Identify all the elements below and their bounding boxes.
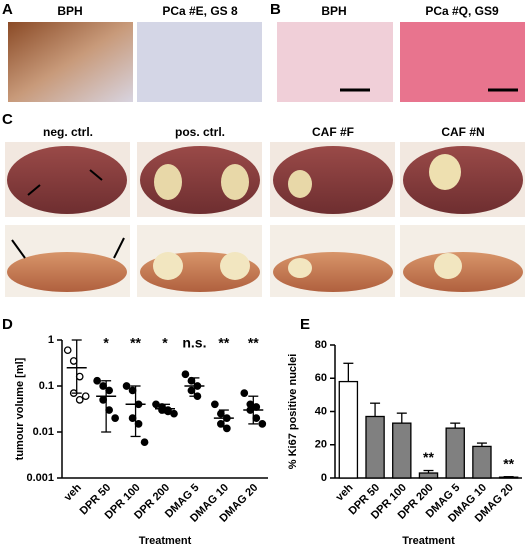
panel-label: D [2,316,13,333]
x-axis-label: Treatment [139,535,192,547]
data-point [240,389,249,397]
significance: ** [130,335,141,351]
image-title: CAF #N [441,125,484,139]
bar [392,422,412,479]
data-point [111,414,119,423]
y-tick-label: 0.001 [26,472,54,484]
data-point [252,403,261,411]
bar [498,476,519,479]
data-point [128,386,137,395]
y-tick-label: 60 [315,372,327,384]
panel-label: A [2,1,13,18]
data-point [181,370,190,379]
data-point [152,400,160,409]
bar [445,427,465,479]
image-title: PCa #E, GS 8 [162,4,238,18]
micrograph [277,22,393,102]
panel-label: B [270,1,281,18]
y-tick-label: 20 [315,439,327,451]
data-point [211,400,219,409]
data-point [69,357,78,365]
y-tick-label: 1 [48,334,54,346]
y-axis-label: tumour volume [ml] [14,357,26,460]
y-tick-label: 0.01 [33,426,54,438]
x-axis-label: Treatment [402,535,455,547]
bar [338,380,359,479]
data-point [187,386,196,395]
data-point [258,420,267,428]
significance: n.s. [182,335,206,351]
significance: ** [503,455,514,471]
data-point [134,420,143,428]
y-tick-label: 80 [315,339,327,351]
data-point [128,414,137,423]
data-point [140,438,149,447]
data-point [81,392,90,401]
significance: ** [423,449,434,465]
data-point [122,382,131,390]
y-tick-label: 0 [321,472,327,484]
panel-label: E [300,316,310,333]
image-title: pos. ctrl. [175,125,225,139]
data-point [99,382,107,390]
bar [418,472,439,479]
significance: * [162,335,168,351]
data-point [105,386,113,395]
data-point [252,414,261,423]
x-tick-label: veh [334,482,356,504]
x-tick-label: veh [62,482,84,504]
data-point [63,346,72,355]
data-point [93,376,101,385]
image-title: BPH [57,4,82,18]
image-title: BPH [321,4,346,18]
y-tick-label: 40 [315,405,327,417]
data-point [75,372,84,381]
kidney-photos [5,142,525,297]
significance: ** [248,335,259,351]
data-point [170,409,178,418]
micrograph [8,22,133,102]
data-point [99,395,107,404]
bar [472,445,492,479]
micrograph [137,22,262,102]
data-point [217,409,225,418]
bar [365,415,385,479]
significance: ** [218,335,229,351]
y-axis-label: % Ki67 positive nuclei [287,354,299,470]
image-title: neg. ctrl. [43,125,93,139]
image-title: CAF #F [312,125,354,139]
y-tick-label: 0.1 [39,380,54,392]
data-point [75,395,84,404]
panel-label: C [2,111,13,128]
significance: * [103,335,109,351]
data-point [105,406,113,414]
image-title: PCa #Q, GS9 [425,4,499,18]
